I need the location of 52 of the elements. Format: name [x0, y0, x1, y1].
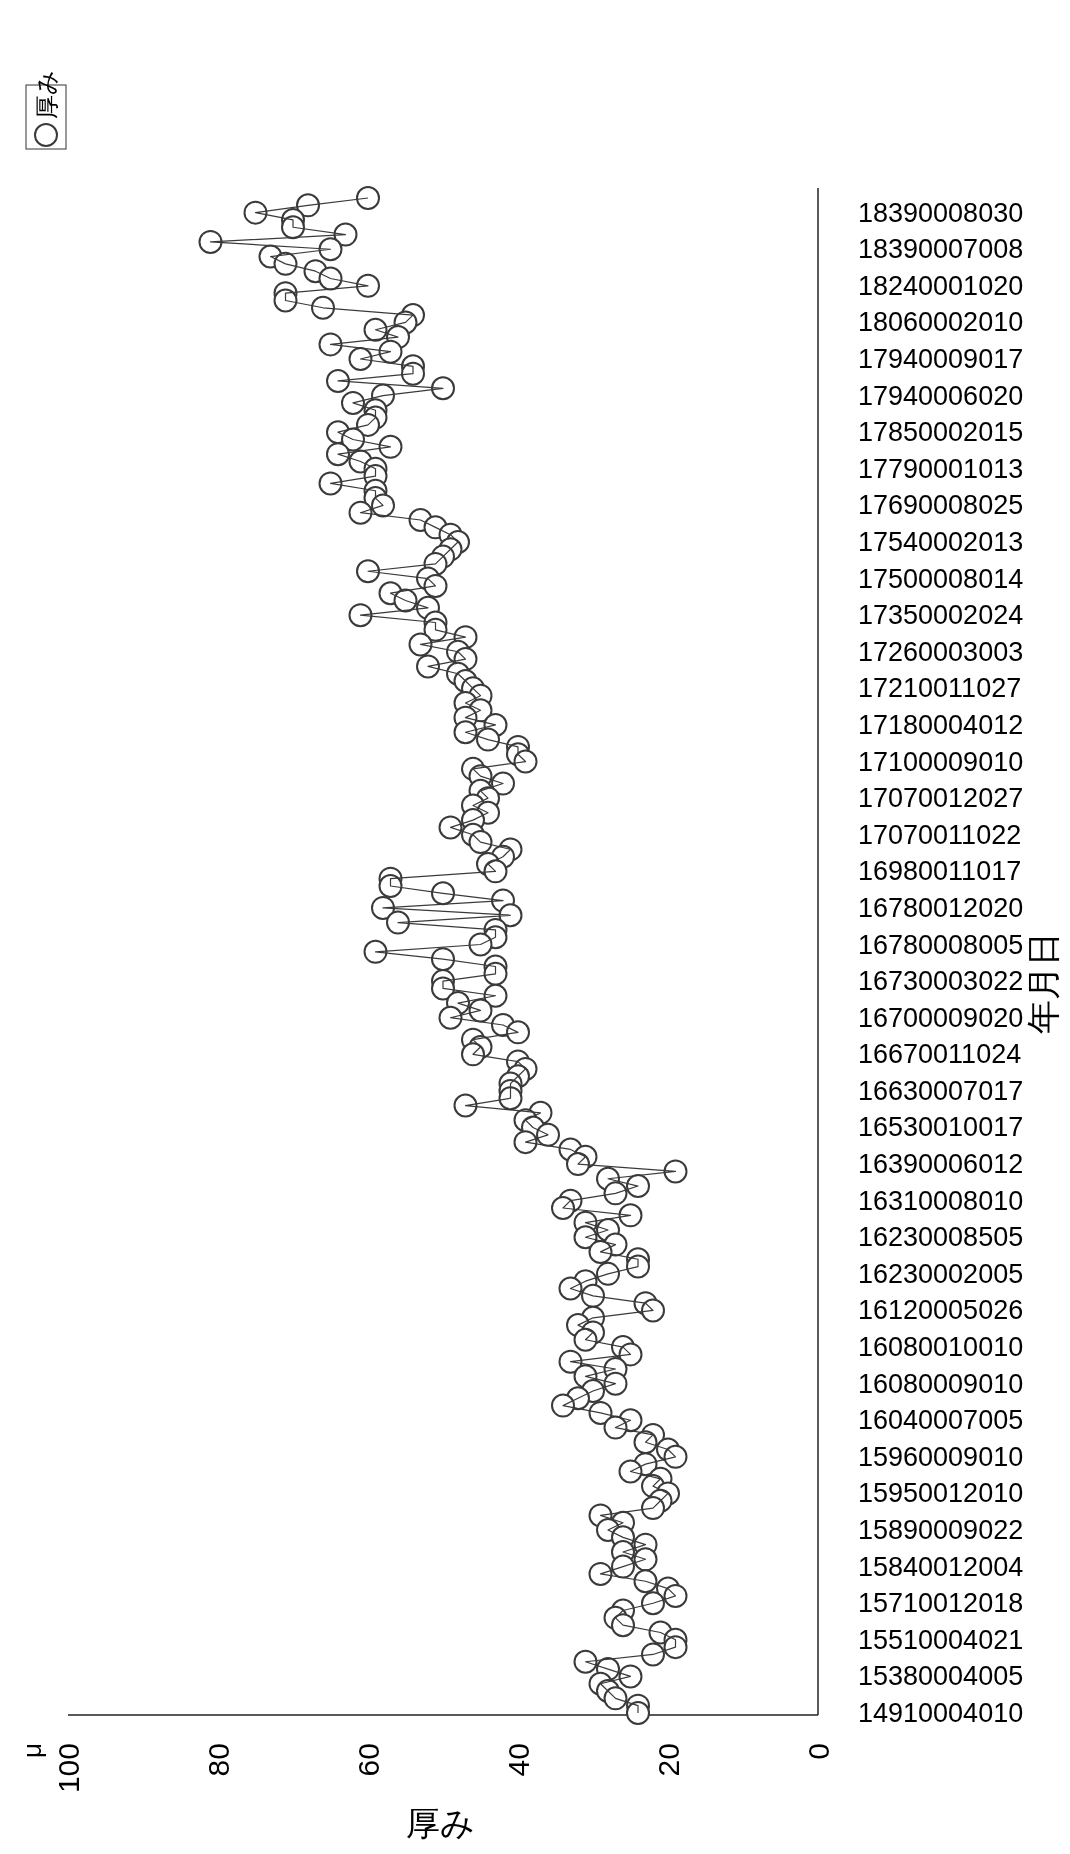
x-tick-label: 0 — [801, 1743, 835, 1760]
y-tick-label: 17940006020 — [858, 380, 1024, 411]
y-tick-label: 14910004010 — [858, 1698, 1024, 1728]
y-tick-label: 16080009010 — [858, 1368, 1024, 1399]
y-tick-label: 16530010017 — [858, 1112, 1024, 1143]
y-tick-label: 15380004005 — [858, 1661, 1024, 1692]
y-tick-label: 17210011027 — [858, 673, 1022, 704]
x-tick-label: 60 — [351, 1743, 385, 1777]
x-axis-title: 厚み — [405, 1804, 475, 1842]
y-tick-label: 16670011024 — [858, 1039, 1022, 1070]
x-tick-label: 100 — [51, 1743, 85, 1794]
y-tick-label: 15510004021 — [858, 1624, 1024, 1655]
text: μ — [17, 1743, 47, 1758]
y-tick-label: 16080010010 — [858, 1332, 1024, 1363]
y-tick-label: 17070012027 — [858, 783, 1024, 814]
y-tick-label: 15840012004 — [858, 1551, 1024, 1582]
y-tick-label: 17260003003 — [858, 636, 1024, 667]
y-tick-label: 17540002013 — [858, 526, 1024, 557]
y-tick-label: 16040007005 — [858, 1405, 1024, 1436]
y-tick-label: 18390007008 — [858, 234, 1024, 265]
y-tick-label: 17850002015 — [858, 417, 1024, 448]
y-tick-label: 18240001020 — [858, 270, 1024, 301]
x-tick-label: 80 — [201, 1743, 235, 1777]
y-tick-label: 17940009017 — [858, 344, 1024, 375]
y-tick-label: 15890009022 — [858, 1515, 1024, 1546]
y-tick-label: 18060002010 — [858, 307, 1024, 338]
x-tick-label: 40 — [501, 1743, 535, 1777]
y-tick-label: 17180004012 — [858, 709, 1024, 740]
y-axis-title: 年月日 — [1024, 932, 1062, 1034]
y-tick-label: 15960009010 — [858, 1441, 1024, 1472]
y-tick-label: 16630007017 — [858, 1075, 1024, 1106]
y-tick-label: 16230008505 — [858, 1222, 1024, 1253]
y-tick-label: 15950012010 — [858, 1478, 1024, 1509]
y-tick-label: 17350002024 — [858, 600, 1024, 631]
y-tick-label: 16780008005 — [858, 929, 1024, 960]
x-tick-label: 20 — [651, 1743, 685, 1777]
y-tick-label: 16230002005 — [858, 1258, 1024, 1289]
y-tick-label: 17500008014 — [858, 563, 1024, 594]
y-tick-label: 16700009020 — [858, 1002, 1024, 1033]
legend: 厚み — [25, 70, 67, 150]
y-tick-label: 16730003022 — [858, 966, 1024, 997]
y-tick-label: 17070011022 — [858, 819, 1022, 850]
y-tick-label: 16390006012 — [858, 1149, 1024, 1180]
y-tick-label: 16780012020 — [858, 892, 1024, 923]
y-tick-label: 15710012018 — [858, 1588, 1024, 1619]
y-tick-label: 16980011017 — [858, 856, 1022, 887]
y-tick-label: 17100009010 — [858, 746, 1024, 777]
y-tick-label: 17790001013 — [858, 453, 1024, 484]
y-tick-label: 18390008030 — [858, 197, 1024, 228]
y-tick-label: 17690008025 — [858, 490, 1024, 521]
y-tick-label: 16310008010 — [858, 1185, 1024, 1216]
y-tick-label: 16120005026 — [858, 1295, 1024, 1326]
